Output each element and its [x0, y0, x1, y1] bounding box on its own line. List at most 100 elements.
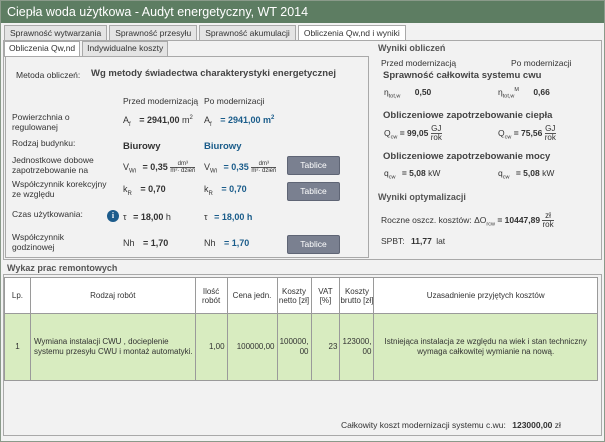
daily-unit: dm³ m²· dzień: [170, 161, 196, 174]
area-label: Powierzchnia o regulowanej: [12, 112, 70, 132]
q-subscript: cw: [390, 134, 398, 141]
cell-net[interactable]: 100000, 00: [276, 313, 312, 381]
spbt-unit: lat: [436, 236, 446, 246]
hourly-coef-tables-button[interactable]: Tablice: [287, 235, 340, 254]
works-header-row: Lp. Rodzaj robót Ilość robót Cena jedn. …: [4, 277, 598, 314]
cell-price[interactable]: 100000,00: [226, 313, 278, 381]
building-type-before: Biurowy: [123, 141, 161, 152]
annual-savings: Roczne oszcz. kosztów: ΔOrcw = 10447,89 …: [381, 212, 554, 229]
cell-qty[interactable]: 1,00: [194, 313, 228, 381]
cell-type[interactable]: Wymiana instalacji CWU , docieplenie sys…: [29, 313, 196, 381]
tab-generation-efficiency[interactable]: Sprawność wytwarzania: [4, 25, 108, 41]
qp-unit: kW: [542, 168, 555, 178]
total-value: 123000,00: [512, 420, 553, 430]
q-symbol: Q: [384, 127, 391, 138]
correction-coef-after: kR = 0,70: [204, 184, 247, 197]
method-label: Metoda obliczeń:: [16, 70, 81, 80]
heat-demand-title: Obliczeniowe zapotrzebowanie ciepła: [383, 110, 553, 121]
q-unit: GJ rok: [430, 124, 442, 142]
cell-gross[interactable]: 123000, 00: [339, 313, 375, 381]
table-row[interactable]: 1 Wymiana instalacji CWU , docieplenie s…: [4, 313, 598, 381]
tab-storage-efficiency[interactable]: Sprawność akumulacji: [199, 25, 296, 41]
info-icon[interactable]: i: [107, 210, 119, 222]
subtab-calculations[interactable]: Obliczenia Qw,nd: [4, 41, 81, 57]
hourly-coef-label: Współczynnik godzinowej: [12, 232, 64, 252]
efficiency-title: Sprawność całkowita systemu cwu: [383, 70, 542, 81]
q-unit-num: GJ: [430, 124, 442, 134]
column-after-header: Po modernizacji: [204, 96, 265, 106]
header-vat: VAT [%]: [310, 277, 341, 314]
tab-transmission-efficiency[interactable]: Sprawność przesyłu: [109, 25, 198, 41]
sub-tabs: Obliczenia Qw,nd Indywidualne koszty: [4, 41, 170, 57]
coef-subscript: R: [208, 190, 213, 197]
time-after-value: = 18,00: [214, 212, 245, 222]
building-type-after: Biurowy: [204, 141, 242, 152]
cell-lp[interactable]: 1: [4, 313, 31, 381]
area-subscript: f: [210, 121, 212, 128]
daily-subscript: Wi: [129, 168, 137, 175]
area-unit: m: [263, 115, 272, 125]
coef-before-value: = 0,70: [140, 184, 166, 194]
total-label: Całkowity koszt modernizacji systemu c.w…: [341, 420, 506, 430]
daily-demand-tables-button[interactable]: Tablice: [287, 156, 340, 175]
efficiency-after: ηtot,wM 0,66: [498, 87, 550, 100]
qp-symbol: q: [498, 168, 503, 178]
time-unit: h: [246, 212, 253, 222]
heat-demand-before: Qcw = 99,05 GJ rok: [384, 125, 442, 142]
savings-unit-num: zł: [542, 212, 554, 221]
area-before: Af = 2941,00 m2: [123, 115, 193, 128]
area-before-value: = 2941,00: [139, 115, 180, 125]
cell-vat[interactable]: 23: [310, 313, 341, 381]
correction-coef-label: Współczynnik korekcyjny ze względu: [12, 179, 107, 199]
tab-calculations-results[interactable]: Obliczenia Qw,nd i wyniki: [297, 25, 406, 42]
daily-demand-label: Jednostkowe dobowe zapotrzebowanie na: [12, 155, 94, 175]
eta-after-sup: M: [514, 87, 519, 94]
total-unit: zł: [554, 420, 561, 430]
daily-subscript: Wi: [210, 168, 218, 175]
daily-symbol: V: [204, 161, 211, 172]
spbt-label: SPBT:: [381, 236, 405, 246]
correction-coef-before: kR = 0,70: [123, 184, 166, 197]
daily-demand-after: VWi = 0,35 dm³ m²· dzień: [204, 161, 277, 175]
daily-unit-num: dm³: [170, 161, 196, 168]
daily-unit: dm³ m²· dzień: [251, 161, 277, 174]
window-title: Ciepła woda użytkowa - Audyt energetyczn…: [1, 1, 604, 23]
area-after: Af = 2941,00 m2: [204, 115, 274, 128]
eta-after-value: 0,66: [533, 87, 550, 97]
coef-subscript: R: [127, 190, 132, 197]
eta-symbol: η: [384, 87, 389, 97]
qp-symbol: q: [384, 168, 389, 178]
qp-unit: kW: [428, 168, 441, 178]
hourly-coef-before: Nh = 1,70: [123, 238, 168, 248]
area-subscript: f: [129, 121, 131, 128]
q-unit-den: rok: [430, 133, 442, 142]
header-lp: Lp.: [4, 277, 31, 314]
subtab-individual-costs[interactable]: Indywidualne koszty: [82, 41, 169, 56]
power-demand-before: qcw = 5,08 kW: [384, 168, 440, 181]
correction-coef-tables-button[interactable]: Tablice: [287, 182, 340, 201]
savings-symbol: ΔO: [474, 214, 487, 225]
daily-unit-den: m²· dzień: [251, 168, 277, 174]
hourly-coef-after: Nh = 1,70: [204, 238, 249, 248]
q-after-value: = 75,56: [513, 127, 543, 138]
cell-reason[interactable]: Istniejąca instalacja ze względu na wiek…: [373, 313, 598, 381]
daily-after-value: = 0,35: [223, 161, 249, 172]
coef-symbol: k: [123, 184, 128, 194]
daily-unit-num: dm³: [251, 161, 277, 168]
efficiency-before: ηtot,w 0,50: [384, 87, 431, 100]
q-unit: GJ rok: [544, 125, 556, 142]
hourly-symbol: Nh: [204, 238, 216, 248]
header-gross: Koszty brutto [zł]: [339, 277, 375, 314]
time-before-value: = 18,00: [133, 212, 164, 222]
time-symbol: τ: [204, 212, 208, 222]
eta-before-value: 0,50: [414, 87, 432, 97]
qp-before-value: = 5,08: [401, 168, 426, 178]
area-unit: m: [182, 115, 190, 125]
eta-after-sub: tot,w: [502, 93, 515, 100]
calculation-panel: Metoda obliczeń: Wg metody świadectwa ch…: [5, 56, 369, 258]
qp-subscript: cw: [502, 174, 510, 181]
daily-before-value: = 0,35: [142, 161, 168, 172]
method-value: Wg metody świadectwa charakterystyki ene…: [91, 68, 336, 79]
header-qty: Ilość robót: [194, 277, 228, 314]
hourly-before-value: = 1,70: [143, 238, 169, 248]
